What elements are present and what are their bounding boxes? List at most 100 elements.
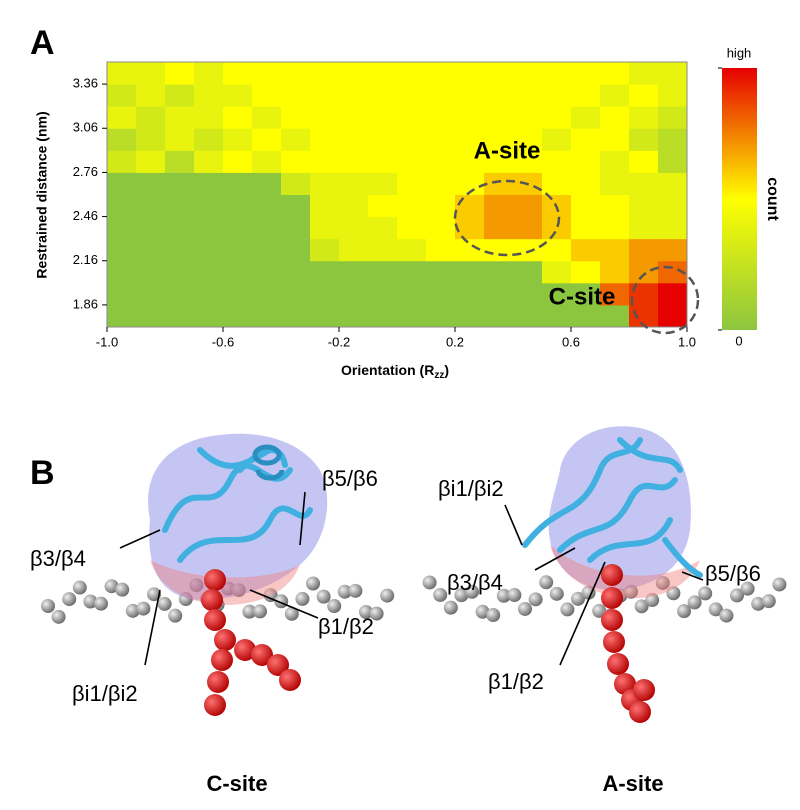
heat-cell [455,194,485,218]
ribbon [162,447,313,563]
region-label: β1/β2 [318,614,374,639]
heat-cell [194,194,224,218]
heat-cell [107,150,137,173]
heat-cell [426,304,456,328]
region-label: βi1/βi2 [72,681,138,706]
heat-cell [658,194,688,218]
bead [761,594,776,609]
heat-cell [339,84,369,107]
heat-cell [107,216,137,240]
heat-cell [600,106,630,129]
heat-cell [368,128,398,151]
heat-cell [165,260,195,284]
heat-cell [513,150,543,173]
y-tick-label: 2.76 [73,164,98,179]
a-site-structure [522,426,703,723]
heat-cell [165,150,195,173]
heat-cell [426,62,456,85]
lipid-bead [201,589,223,611]
heat-cell [571,260,601,284]
heat-cell [600,260,630,284]
heat-cell [542,260,572,284]
heat-cell [571,304,601,328]
bead [465,584,479,599]
heat-cell [600,304,630,328]
bead [284,606,299,621]
heat-cell [484,150,514,173]
y-tick-label: 1.86 [73,296,98,311]
bead [263,588,278,603]
y-tick-label: 3.36 [73,76,98,91]
bead [677,604,691,619]
heat-cell [339,106,369,129]
region-label: β5/β6 [322,466,378,491]
lipid-bead [211,649,233,671]
c-site-outline [630,265,700,335]
region-label: β5/β6 [705,561,761,586]
heat-cell [165,106,195,129]
heat-cell [629,128,659,151]
heat-cell [339,282,369,306]
leader-line [249,589,319,619]
heat-cell [310,282,340,306]
heat-cell [629,260,659,284]
heat-cell [629,62,659,85]
heat-cell [542,150,572,173]
heat-cell [136,260,166,284]
heat-cell [310,62,340,85]
heat-cell [136,172,166,195]
heat-cell [571,84,601,107]
heat-cell [252,304,282,328]
heat-cell [484,194,514,218]
y-axis-label: Restrained distance (nm) [34,111,50,278]
heat-cell [426,172,456,195]
c-site-structure [148,433,328,716]
heat-cell [397,150,427,173]
heat-cell [484,260,514,284]
heat-cell [368,84,398,107]
heat-cell [397,128,427,151]
bead [581,585,596,600]
x-tick-label: -1.0 [96,334,118,349]
heat-cell [339,194,369,218]
heat-cell [455,216,485,240]
heat-cell [252,260,282,284]
lipid-bead [204,694,226,716]
heat-cell [571,194,601,218]
leader-line [144,589,161,666]
heat-cell [658,282,688,306]
heat-cell [658,62,688,85]
heat-cell [455,106,485,129]
heat-cell [455,282,485,306]
heat-cell [513,216,543,240]
heat-cell [194,62,224,85]
leader-line [559,561,606,666]
heat-cell [107,62,137,85]
heat-cell [426,84,456,107]
heat-cell [600,128,630,151]
heat-cell [194,150,224,173]
heat-cell [542,172,572,195]
heat-cell [455,84,485,107]
lipid-bead [629,701,651,723]
surface [548,426,691,591]
heat-cell [107,304,137,328]
heat-cell [513,128,543,151]
bead [380,588,395,603]
lipid-bead [607,653,629,675]
heat-cell [310,172,340,195]
heat-cell [339,150,369,173]
bead [740,581,755,596]
heat-cell [426,150,456,173]
heat-cell [368,216,398,240]
heat-cell [252,84,282,107]
heat-cell [136,84,166,107]
heat-cell [281,172,311,195]
heat-cell [542,62,572,85]
bead [645,593,660,608]
bead [539,575,554,590]
heat-cell [542,128,572,151]
bead [433,587,448,602]
leader-line [119,529,161,549]
